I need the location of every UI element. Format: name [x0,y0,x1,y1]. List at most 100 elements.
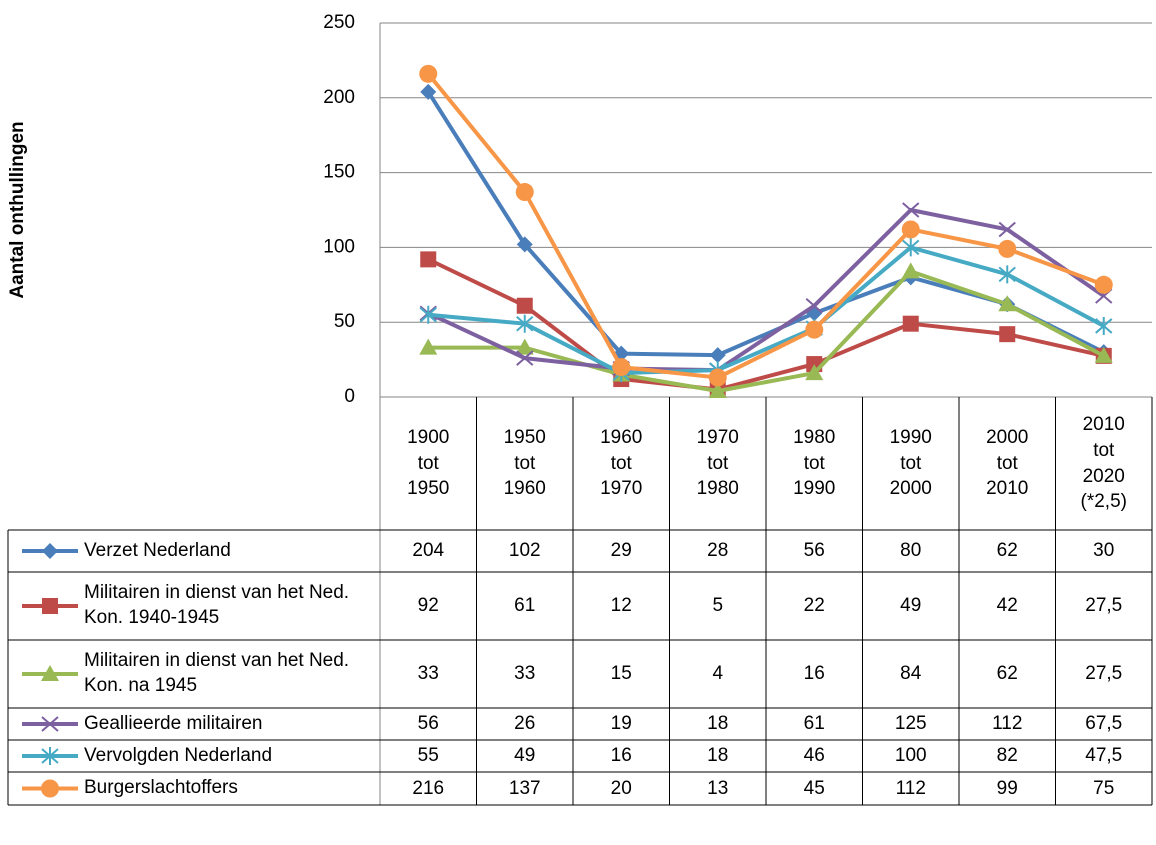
x-tick-label-text: 1990 tot 2000 [889,427,932,500]
table-cell: 102 [477,530,574,572]
table-cell: 112 [959,708,1056,740]
marker [419,305,437,324]
marker [419,64,438,83]
table-cell-text: 61 [803,713,825,735]
table-cell: 84 [863,640,960,708]
table-cell-text: 75 [1093,777,1115,799]
table-cell-text: 216 [412,777,445,799]
table-cell-text: 99 [996,777,1018,799]
table-cell-text: 16 [803,663,825,685]
x-tick-label: 2000 tot 2010 [959,397,1056,530]
table-cell: 20 [573,772,670,805]
table-cell: 22 [766,572,863,640]
series-line [428,269,1105,394]
table-cell-text: 46 [803,745,825,767]
marker [902,315,919,332]
table-cell-text: 33 [417,663,439,685]
table-cell-text: 26 [514,713,536,735]
x-tick-label: 1900 tot 1950 [380,397,477,530]
table-cell-text: 56 [417,713,439,735]
table-cell-text: 18 [707,713,729,735]
marker [42,543,58,559]
x-tick-label: 1980 tot 1990 [766,397,863,530]
table-cell: 29 [573,530,670,572]
table-cell-text: 45 [803,777,825,799]
table-cell-text: 102 [508,540,541,562]
table-cell: 125 [863,708,960,740]
marker [1094,275,1113,294]
table-cell: 216 [380,772,477,805]
table-cell: 45 [766,772,863,805]
marker [419,338,438,355]
legend-label-text: Verzet Nederland [84,539,231,561]
table-cell: 55 [380,740,477,772]
marker [42,598,58,614]
marker [998,265,1016,284]
table-cell: 61 [766,708,863,740]
table-cell: 4 [670,640,767,708]
table-cell: 49 [863,572,960,640]
y-tick-label: 50 [334,311,355,332]
table-cell: 80 [863,530,960,572]
table-cell-text: 92 [417,595,439,617]
table-cell-text: 22 [803,595,825,617]
table-cell: 99 [959,772,1056,805]
table-cell-text: 204 [412,540,445,562]
table-cell: 30 [1056,530,1153,572]
marker [516,314,534,333]
marker [805,297,823,314]
table-cell-text: 19 [610,713,632,735]
y-axis-label: Aantal onthullingen [7,121,28,298]
table-cell: 56 [766,530,863,572]
y-tick-label: 250 [323,12,355,33]
table-cell: 47,5 [1056,740,1153,772]
legend-label-text: Militairen in dienst van het Ned. Kon. 1… [84,582,350,628]
table-cell: 27,5 [1056,640,1153,708]
marker [41,779,59,798]
table-cell: 62 [959,530,1056,572]
table-cell-text: 12 [610,595,632,617]
x-tick-label-text: 2010 tot 2020 (*2,5) [1080,414,1127,513]
marker [998,239,1017,258]
marker [612,358,631,377]
x-tick-label: 1990 tot 2000 [863,397,960,530]
x-tick-label: 1950 tot 1960 [477,397,574,530]
legend-label: Militairen in dienst van het Ned. Kon. 1… [84,572,376,640]
table-cell-text: 4 [712,663,724,685]
marker [41,665,59,681]
table-cell-text: 67,5 [1085,713,1123,735]
table-cell-text: 15 [610,663,632,685]
table-cell-text: 62 [996,663,1018,685]
table-cell: 16 [766,640,863,708]
marker [901,262,920,279]
marker [41,716,59,732]
marker [516,350,534,366]
table-cell-text: 20 [610,777,632,799]
table-cell-text: 100 [894,745,927,767]
series-line [428,245,1105,376]
table-cell: 27,5 [1056,572,1153,640]
table-cell-text: 27,5 [1085,663,1123,685]
table-cell-text: 137 [508,777,541,799]
marker [805,320,824,339]
table-cell-text: 62 [996,540,1018,562]
table-cell-text: 13 [707,777,729,799]
legend-label: Vervolgden Nederland [84,740,376,772]
table-cell-text: 16 [610,745,632,767]
table-cell: 92 [380,572,477,640]
table-cell-text: 125 [894,713,927,735]
x-tick-label-text: 1900 tot 1950 [407,427,450,500]
table-cell: 16 [573,740,670,772]
table-cell-text: 5 [712,595,724,617]
marker [902,202,920,218]
marker [516,297,533,314]
marker [1095,316,1113,335]
table-cell: 56 [380,708,477,740]
table-cell-text: 18 [707,745,729,767]
marker [902,238,920,257]
table-cell: 61 [477,572,574,640]
table-cell: 18 [670,740,767,772]
marker [41,747,59,765]
